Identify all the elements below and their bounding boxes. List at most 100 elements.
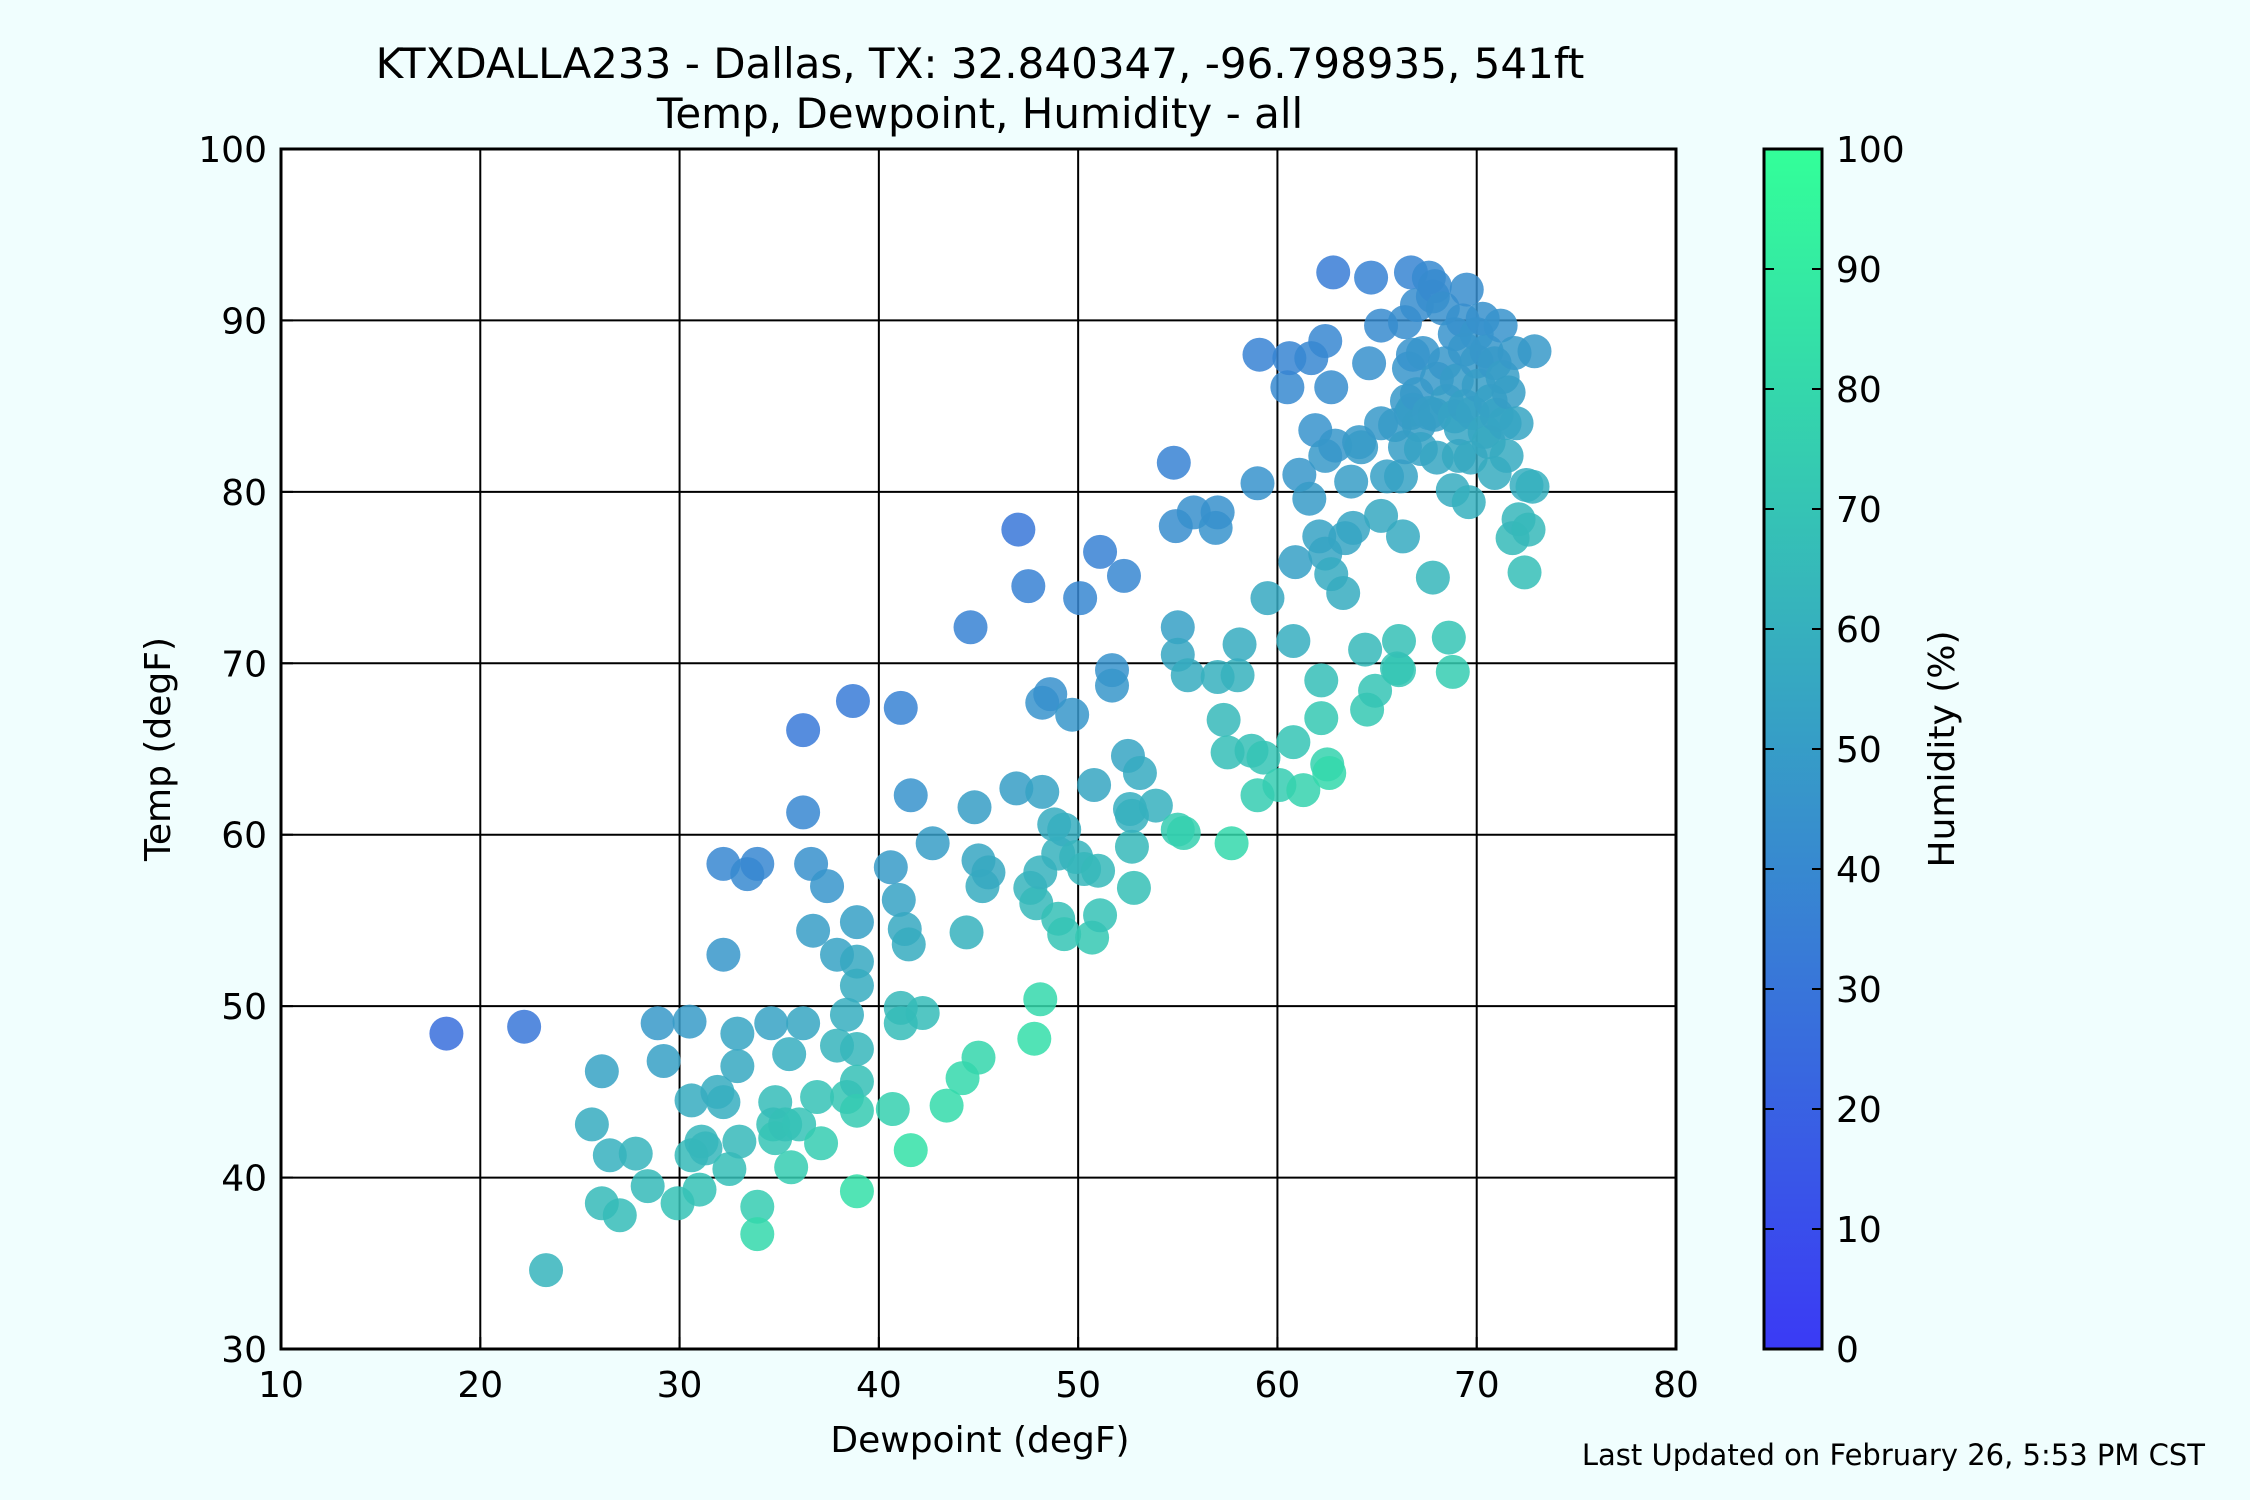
data-point [682,1172,717,1207]
data-point [839,1032,874,1066]
data-point [507,1009,542,1044]
data-point [1138,788,1173,823]
data-point [971,855,1006,890]
data-point [891,927,926,962]
data-point [1023,982,1058,1017]
data-point [1336,510,1371,545]
data-point [1507,555,1542,590]
data-point [1200,495,1235,530]
data-point [953,610,988,645]
data-point [1270,370,1305,405]
y-tick-label: 80 [221,473,267,514]
data-point [1001,512,1036,547]
data-point [720,1049,755,1084]
data-point [957,790,992,825]
data-point [1312,756,1347,790]
data-point [429,1016,464,1051]
data-point [1304,701,1339,736]
x-tick-label: 70 [1454,1365,1500,1406]
data-point [706,1085,741,1120]
y-axis-label: Temp (degF) [138,637,179,862]
data-point [1114,829,1149,864]
x-tick-label: 50 [1055,1365,1101,1406]
data-point [1083,898,1118,933]
data-point [804,1126,839,1161]
data-point [646,1044,681,1078]
data-point [754,1006,789,1041]
data-point [1435,654,1470,689]
data-point [1491,375,1526,410]
data-point [1499,406,1534,441]
data-point [1047,812,1082,847]
data-point [1381,653,1416,688]
data-point [1170,658,1205,693]
data-point [1250,581,1285,616]
data-point [1304,663,1339,698]
x-tick-label: 20 [457,1365,503,1406]
data-point [796,913,831,948]
colorbar-tick-label: 0 [1836,1330,1859,1371]
data-point [1344,430,1379,465]
data-point [839,1064,874,1099]
y-tick-label: 30 [221,1330,267,1371]
data-point [1077,768,1112,802]
last-updated-note: Last Updated on February 26, 5:53 PM CST [1582,1438,2205,1472]
data-point [1156,445,1191,480]
colorbar-tick-label: 80 [1836,370,1882,411]
data-point [740,846,775,881]
data-point [873,850,908,885]
y-tick-label: 60 [221,816,267,857]
data-point [1246,740,1281,775]
data-point [584,1054,619,1089]
data-point [1276,624,1311,658]
data-point [1055,697,1090,732]
data-point [1334,464,1369,499]
data-point [1278,545,1313,580]
data-point [786,1006,821,1041]
data-point [1511,512,1546,547]
data-point [1083,534,1118,569]
x-tick-label: 10 [258,1365,304,1406]
data-point [1517,334,1552,369]
data-points [429,255,1552,1288]
data-point [961,1040,996,1075]
data-point [1489,438,1524,473]
data-point [574,1107,609,1142]
data-point [1116,870,1151,905]
colorbar-tick-label: 40 [1836,850,1882,891]
data-point [883,690,918,725]
y-axis-ticks: 30 40 50 60 70 80 90 100 [198,130,293,1371]
data-point [1160,610,1195,645]
data-point [1515,469,1550,504]
data-point [1025,774,1060,809]
data-point [1220,658,1255,693]
data-point [1166,816,1201,850]
data-point [640,1006,675,1041]
data-point [786,795,821,830]
data-point [1358,673,1393,708]
data-point [740,1189,775,1224]
data-point [1214,826,1249,861]
data-point [1047,917,1082,952]
data-point [1106,558,1141,593]
data-point [1308,324,1343,358]
data-point [740,1217,775,1252]
data-point [1095,668,1130,703]
colorbar-tick-label: 90 [1836,250,1882,291]
data-point [1326,576,1361,610]
data-point [1314,370,1349,405]
data-point [1385,519,1420,554]
x-tick-label: 80 [1653,1365,1699,1406]
colorbar-tick-label: 60 [1836,610,1882,651]
data-point [839,944,874,979]
data-point [688,1131,723,1166]
data-point [1364,498,1399,533]
y-tick-label: 90 [221,301,267,342]
data-point [1451,485,1486,520]
data-point [1483,308,1518,343]
colorbar-label: Humidity (%) [1922,631,1963,868]
x-tick-label: 60 [1255,1365,1301,1406]
colorbar-ticks: 0 10 20 30 40 50 60 70 80 90 100 [1764,130,1905,1371]
data-point [1063,581,1098,616]
y-tick-label: 100 [198,130,267,171]
